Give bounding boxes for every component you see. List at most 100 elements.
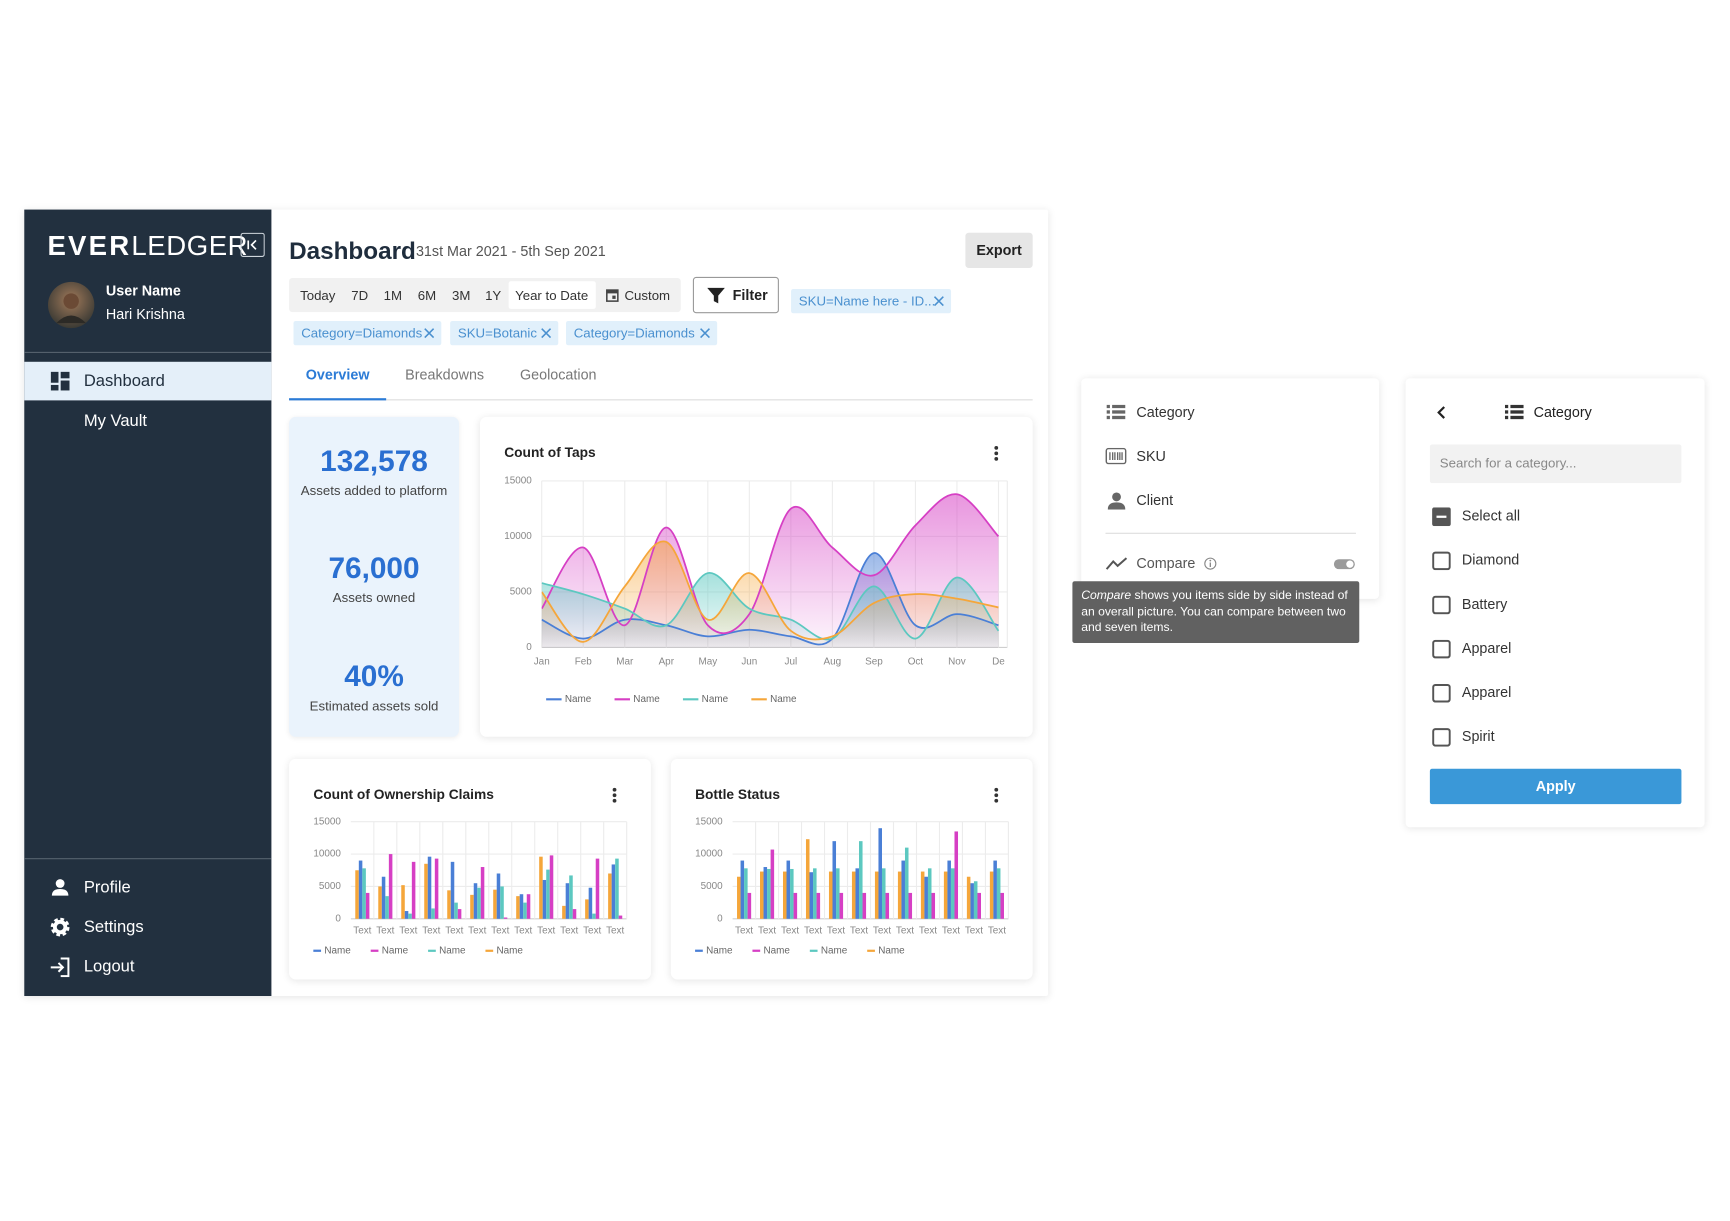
- search-input[interactable]: Search for a category...: [1429, 444, 1682, 484]
- back-button[interactable]: [1435, 405, 1446, 420]
- bar: [924, 876, 928, 919]
- chip-remove[interactable]: [699, 328, 710, 339]
- bar: [401, 885, 405, 919]
- info-icon[interactable]: [1204, 557, 1217, 570]
- option-label[interactable]: Battery: [1461, 595, 1508, 613]
- chip-remove[interactable]: [541, 328, 552, 339]
- stats-card: [289, 416, 459, 737]
- option-label[interactable]: Apparel: [1461, 639, 1512, 657]
- export-button[interactable]: Export: [965, 232, 1033, 269]
- category-icon: [1106, 404, 1126, 420]
- range-option[interactable]: Today: [300, 287, 336, 304]
- bar: [859, 841, 863, 919]
- bar: [611, 864, 616, 919]
- tooltip-term: Compare: [1081, 589, 1132, 603]
- x-tick-label: Text: [560, 926, 578, 937]
- option-label[interactable]: Select all: [1461, 507, 1521, 524]
- bar: [813, 868, 817, 919]
- checkbox[interactable]: [1432, 551, 1451, 571]
- legend-label: Name: [706, 945, 733, 956]
- option-label[interactable]: Spirit: [1461, 727, 1495, 745]
- more-menu[interactable]: [994, 787, 999, 803]
- bar: [954, 831, 959, 919]
- bar: [454, 902, 458, 919]
- menu-item[interactable]: SKU: [1136, 447, 1166, 465]
- bar: [546, 869, 550, 919]
- category-icon: [1504, 404, 1524, 420]
- bar: [767, 868, 771, 919]
- avatar[interactable]: [47, 281, 95, 329]
- range-option[interactable]: 7D: [351, 287, 369, 304]
- profile-icon: [51, 879, 69, 896]
- x-tick-label: Jul: [785, 656, 798, 667]
- nav-label[interactable]: Logout: [83, 957, 135, 977]
- x-tick-label: Text: [399, 926, 417, 937]
- tab[interactable]: Breakdowns: [405, 366, 485, 383]
- menu-item[interactable]: Client: [1136, 491, 1174, 509]
- checkbox[interactable]: [1432, 728, 1451, 747]
- bar: [503, 917, 508, 919]
- y-tick-label: 0: [335, 913, 341, 924]
- bar: [790, 868, 794, 919]
- x-tick-label: De: [992, 656, 1005, 667]
- nav-item-active[interactable]: Dashboard: [24, 361, 272, 401]
- checkbox-indeterminate[interactable]: [1432, 507, 1451, 527]
- chip-label: SKU=Name here - ID...: [798, 293, 936, 309]
- nav-label[interactable]: Profile: [83, 877, 131, 897]
- bar: [385, 896, 389, 919]
- range-option[interactable]: 3M: [451, 287, 471, 304]
- collapse-button[interactable]: [240, 232, 265, 257]
- bar: [431, 908, 435, 919]
- x-tick-label: Jan: [534, 656, 550, 667]
- bar: [1000, 892, 1004, 919]
- x-tick-label: Text: [781, 926, 799, 937]
- checkbox[interactable]: [1432, 595, 1451, 615]
- checkbox[interactable]: [1432, 639, 1451, 659]
- menu-item[interactable]: Category: [1136, 403, 1195, 421]
- chip-remove[interactable]: [933, 296, 944, 307]
- x-tick-label: Text: [445, 926, 463, 937]
- compare-label: Compare: [1136, 554, 1196, 572]
- chip-remove[interactable]: [424, 328, 435, 339]
- bar: [592, 913, 596, 919]
- tab[interactable]: Overview: [305, 366, 370, 383]
- range-option[interactable]: 1Y: [485, 287, 502, 304]
- range-option[interactable]: 1M: [383, 287, 402, 304]
- more-menu[interactable]: [612, 787, 617, 803]
- bar: [457, 909, 462, 919]
- apply-button[interactable]: Apply: [1429, 768, 1682, 805]
- y-tick-label: 5000: [319, 881, 342, 892]
- bar: [526, 894, 531, 919]
- nav-label[interactable]: My Vault: [83, 411, 148, 431]
- stat-value: 132,578: [320, 444, 428, 478]
- legend-label: Name: [770, 694, 797, 705]
- option-label[interactable]: Apparel: [1461, 683, 1512, 701]
- checkbox[interactable]: [1432, 683, 1451, 703]
- x-tick-label: Nov: [948, 656, 966, 667]
- range-option[interactable]: 6M: [417, 287, 437, 304]
- nav-label[interactable]: Settings: [83, 917, 144, 937]
- bar: [901, 860, 905, 919]
- more-menu[interactable]: [994, 445, 999, 461]
- legend-label: Name: [878, 945, 905, 956]
- legend-label: Name: [324, 945, 351, 956]
- tab[interactable]: Geolocation: [519, 366, 597, 383]
- option-label[interactable]: Diamond: [1461, 551, 1520, 569]
- x-tick-label: Sep: [865, 656, 883, 667]
- bar: [618, 915, 623, 919]
- bar: [786, 860, 791, 919]
- bar: [874, 871, 879, 919]
- bar: [950, 868, 955, 919]
- x-tick-label: Text: [514, 926, 532, 937]
- bar: [947, 860, 951, 919]
- x-tick-label: Text: [942, 926, 960, 937]
- compare-toggle[interactable]: [1333, 558, 1356, 570]
- range-option[interactable]: Custom: [624, 287, 671, 304]
- filter-button[interactable]: Filter: [692, 276, 779, 314]
- range-option[interactable]: Year to Date: [515, 287, 589, 304]
- bar: [539, 856, 543, 919]
- date-range: 31st Mar 2021 - 5th Sep 2021: [415, 242, 606, 260]
- page-title: Dashboard: [289, 237, 416, 265]
- compare-icon: [1105, 557, 1128, 570]
- x-tick-label: Text: [422, 926, 440, 937]
